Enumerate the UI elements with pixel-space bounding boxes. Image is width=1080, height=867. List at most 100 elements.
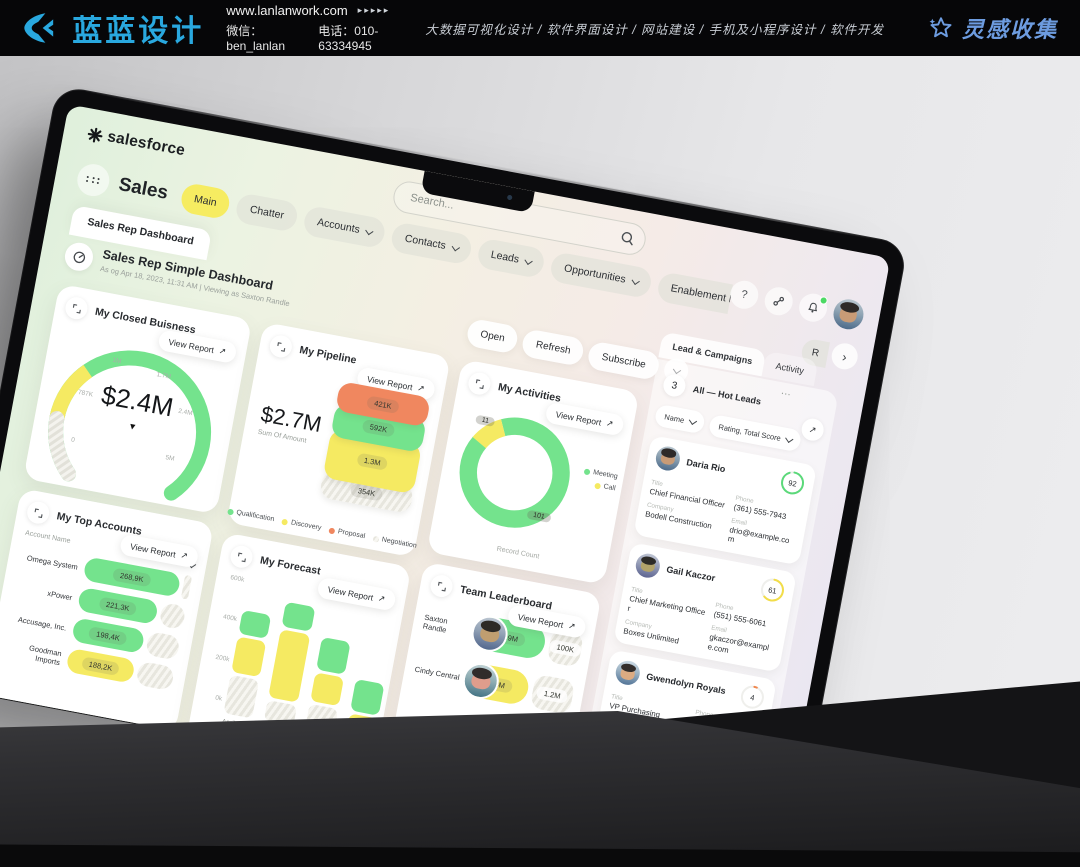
lead-score-value: 61 — [767, 585, 778, 596]
arrow-ne-icon: ↗ — [179, 549, 189, 561]
widget-my-activities: My Activities View Report ↗ 11 101 Meeti… — [426, 359, 640, 585]
widget-my-pipeline: My Pipeline View Report ↗ $2.7M Sum Of A… — [226, 321, 451, 558]
phone-contact: 电话：010-63334945 — [318, 24, 379, 53]
nav-tab-accounts[interactable]: Accounts — [301, 204, 388, 250]
segment-value-label: 421K — [366, 394, 400, 414]
chevron-down-icon — [785, 434, 794, 444]
bar-tail-label: 1.2M — [536, 685, 569, 704]
expand-button[interactable] — [268, 333, 294, 360]
lead-card-daria-rio[interactable]: Daria Rio Title Chief Financial Officer Com… — [633, 435, 818, 566]
y-axis-tick: 200k — [214, 653, 231, 663]
expand-button[interactable] — [228, 543, 255, 570]
website-url: www.lanlanwork.com — [226, 3, 348, 18]
setup-button[interactable] — [762, 284, 796, 318]
lead-avatar — [613, 659, 642, 688]
bar-tail-label: 100K — [548, 638, 583, 658]
legend-dot — [372, 535, 380, 543]
nav-tab-chatter[interactable]: Chatter — [234, 192, 300, 233]
search-input[interactable]: Search... — [390, 178, 649, 258]
nav-tab-main[interactable]: Main — [178, 181, 233, 221]
gauge-tick: 0 — [70, 436, 76, 445]
lead-score-ring: 92 — [777, 468, 807, 498]
open-button[interactable]: Open — [465, 317, 521, 355]
expand-button[interactable] — [25, 499, 52, 526]
forecast-segment-pipeline — [349, 679, 385, 716]
account-name: xPower — [46, 588, 74, 602]
bar-fill: 198,4K — [71, 617, 146, 654]
expand-icon — [34, 507, 43, 518]
wechat-contact: 微信：ben_lanlan — [226, 24, 286, 53]
bar-value-label: 188,2K — [80, 655, 121, 676]
refresh-button[interactable]: Refresh — [520, 328, 586, 367]
x-axis-label: April 2023 — [221, 718, 252, 731]
help-button[interactable]: ? — [727, 278, 761, 312]
subscribe-button[interactable]: Subscribe — [586, 340, 662, 382]
nav-tab-contacts[interactable]: Contacts — [389, 221, 474, 266]
legend-dot — [227, 507, 235, 515]
nav-tab-enablement-programs[interactable]: Enablement Programs — [655, 271, 734, 316]
notification-dot — [818, 295, 829, 306]
expand-button[interactable] — [428, 573, 455, 599]
legend-dot — [583, 467, 591, 475]
dashboard-screen: salesforce Search... Sales Main Chatter Ac… — [0, 104, 891, 844]
gauge-chart: 0 787K 1M 1.7M 2.4M 5M $2.4M ▼ — [24, 284, 253, 513]
lead-name: Gwendolyn Royals — [645, 671, 727, 697]
lead-name: Gail Kaczor — [665, 564, 717, 584]
notifications-button[interactable] — [796, 291, 830, 325]
dashboard-icon-wrap — [62, 240, 96, 274]
salesforce-wordmark: salesforce — [105, 128, 187, 160]
column-header-account-name: Account Name — [24, 529, 71, 545]
expand-icon — [237, 551, 246, 562]
widget-my-closed-business: My Closed Buisness View Report ↗ — [23, 283, 253, 515]
y-axis-tick: 400k — [222, 613, 238, 624]
lead-avatar — [633, 551, 662, 580]
search-icon[interactable] — [615, 226, 641, 252]
nav-tab-opportunities[interactable]: Opportunities — [548, 251, 653, 300]
expand-icon — [437, 581, 446, 591]
salesforce-logo: salesforce — [86, 124, 186, 160]
chevron-down-icon — [365, 226, 374, 236]
lead-score-ring: 61 — [757, 575, 787, 605]
arrows-decoration: ▸▸▸▸▸ — [357, 5, 391, 15]
expand-button[interactable] — [63, 295, 90, 322]
bar-fill: 188,2K — [65, 647, 136, 684]
leaderboard-bar: 2.8M1.2M — [459, 659, 576, 715]
lead-avatar — [653, 444, 682, 473]
filter-chip-rating[interactable]: Rating, Total Score — [707, 413, 803, 453]
expand-button[interactable] — [466, 370, 493, 397]
nav-tab-leads[interactable]: Leads — [475, 237, 547, 280]
arrow-ne-icon: ↗ — [605, 417, 615, 429]
bar-value-label: 198,4K — [88, 625, 128, 646]
nav-scroll-right-button[interactable]: › — [829, 341, 860, 372]
filter-chip-name[interactable]: Name — [653, 403, 706, 435]
x-axis-label: April 2023 — [302, 733, 333, 746]
star-sparkle-icon — [929, 17, 952, 38]
lead-card-gwendolyn-royals[interactable]: Gwendolyn Royals Title VP Purchasing Compan… — [593, 649, 777, 781]
segment-value-label: 1.3M — [356, 452, 389, 471]
legend-dot — [281, 518, 289, 526]
column-1: My Closed Buisness View Report ↗ — [0, 283, 253, 770]
waffle-icon — [85, 175, 101, 185]
gauge-tick: 1M — [111, 356, 123, 366]
bar-remainder — [135, 660, 176, 692]
lead-card-gail-kaczor[interactable]: Gail Kaczor Title Chief Marketing Officer C… — [613, 542, 797, 673]
pipeline-legend-negotiation: Negotiation — [372, 535, 417, 550]
legend-dot — [308, 752, 316, 760]
app-launcher-button[interactable] — [74, 161, 112, 199]
app-title: Sales — [117, 174, 170, 204]
y-axis-tick: 600k — [229, 574, 245, 584]
account-bars: Omega System 268,9K xPower 221,3K Accusage, … — [2, 544, 193, 692]
footer-label: Oppotrunities — [13, 716, 60, 734]
lead-score-ring: 4 — [737, 682, 767, 712]
widget-my-forecast: My Forecast View Report ↗ 600k 400k 200k 0k… — [184, 532, 412, 782]
services-list: 大数据可视化设计 / 软件界面设计 / 网站建设 / 手机及小程序设计 / 软件… — [425, 22, 884, 37]
brand-name: 蓝蓝设计 — [72, 15, 205, 48]
arrow-ne-icon: ↗ — [416, 382, 426, 394]
forecast-segment-best — [268, 629, 310, 703]
account-name: Omega System — [26, 552, 79, 572]
lead-filter-title[interactable]: All — Hot Leads — [692, 384, 762, 407]
more-icon[interactable]: ⋯ — [779, 388, 793, 402]
user-avatar[interactable] — [830, 296, 866, 332]
legend-dot — [219, 735, 227, 743]
